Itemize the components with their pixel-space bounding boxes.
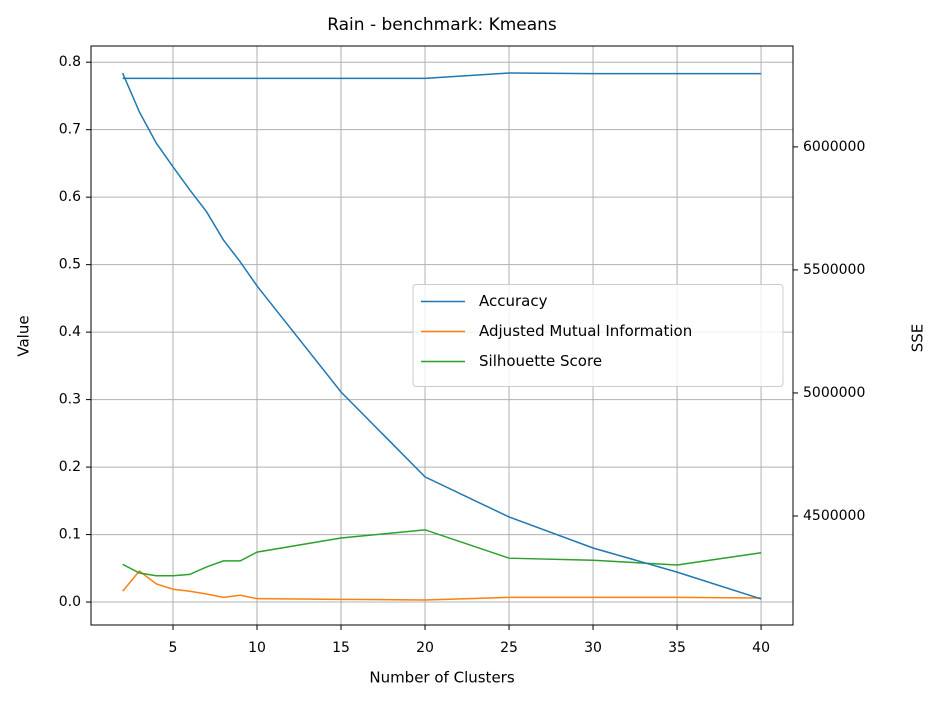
x-tick-label: 10 [248, 640, 266, 656]
legend-box [412, 284, 784, 387]
legend-label: Silhouette Score [479, 352, 602, 370]
plot-frame [90, 45, 794, 626]
legend: Accuracy Adjusted Mutual Information Silho… [412, 284, 784, 387]
data-line [122, 529, 762, 577]
legend-label: Adjusted Mutual Information [479, 322, 692, 340]
y2-axis-label: SSE [909, 324, 927, 353]
y-tick-label: 0.4 [59, 324, 81, 340]
y2-tick-label: 5000000 [803, 385, 865, 401]
y-tick-label: 0.5 [59, 257, 81, 273]
y-axis-label: Value [15, 315, 33, 356]
legend-label: Accuracy [479, 292, 548, 310]
x-tick-label: 15 [332, 640, 350, 656]
y2-tick-label: 6000000 [803, 139, 865, 155]
y2-tick-label: 5500000 [803, 262, 865, 278]
chart-title: Rain - benchmark: Kmeans [327, 15, 557, 35]
x-tick-label: 5 [169, 640, 178, 656]
y2-tick-label: 4500000 [803, 508, 865, 524]
y-tick-label: 0.8 [59, 54, 81, 70]
y-tick-label: 0.3 [59, 392, 81, 408]
y-tick-label: 0.2 [59, 459, 81, 475]
y-tick-label: 0.7 [59, 122, 81, 138]
x-tick-label: 20 [416, 640, 434, 656]
y-tick-label: 0.0 [59, 594, 81, 610]
y-tick-label: 0.1 [59, 527, 81, 543]
data-line [121, 72, 762, 600]
x-axis-label: Number of Clusters [369, 669, 514, 687]
y-tick-label: 0.6 [59, 189, 81, 205]
x-tick-label: 35 [668, 640, 686, 656]
x-tick-label: 25 [500, 640, 518, 656]
x-tick-label: 30 [584, 640, 602, 656]
data-line [122, 72, 762, 80]
x-tick-label: 40 [752, 640, 770, 656]
data-line [122, 569, 762, 601]
